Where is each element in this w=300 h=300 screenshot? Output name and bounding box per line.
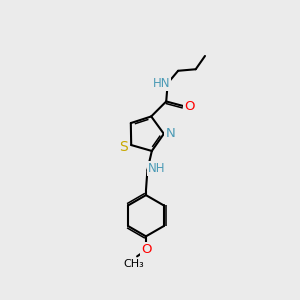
Text: O: O bbox=[184, 100, 195, 112]
Text: N: N bbox=[165, 127, 175, 140]
Text: CH₃: CH₃ bbox=[123, 259, 144, 269]
Text: O: O bbox=[141, 243, 152, 256]
Text: HN: HN bbox=[152, 77, 170, 90]
Text: NH: NH bbox=[148, 162, 165, 175]
Text: S: S bbox=[119, 140, 128, 154]
